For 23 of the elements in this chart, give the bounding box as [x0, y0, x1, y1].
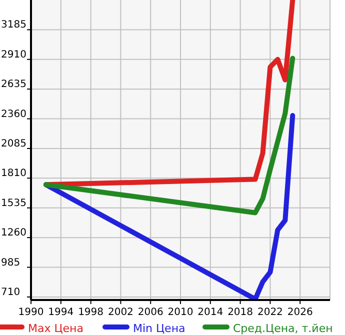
legend-label: Max Цена: [28, 322, 84, 335]
legend-label: Min Цена: [133, 322, 186, 335]
legend-label: Сред.Цена, т.йен: [233, 322, 333, 335]
y-tick-label: 2085: [1, 138, 26, 150]
x-tick-label: 1998: [78, 307, 104, 318]
x-tick-label: 2014: [198, 307, 224, 318]
x-tick-label: 2006: [138, 307, 164, 318]
y-tick-label: 1810: [1, 168, 26, 180]
y-tick-label: 2635: [1, 79, 26, 90]
x-tick-label: 2002: [108, 307, 134, 318]
y-tick-label: 1535: [1, 198, 26, 209]
y-tick-label: 3185: [1, 20, 26, 31]
x-tick-label: 2010: [168, 307, 194, 318]
y-tick-label: 2360: [1, 108, 26, 120]
x-tick-label: 1990: [18, 307, 44, 318]
y-tick-label: 1260: [1, 228, 26, 239]
x-tick-label: 2022: [257, 307, 283, 318]
y-tick-label: 985: [1, 257, 20, 268]
x-tick-label: 1994: [48, 307, 74, 318]
x-tick-label: 2018: [228, 307, 254, 318]
y-tick-label: 2910: [1, 49, 26, 60]
y-tick-label: 710: [1, 286, 20, 298]
x-tick-label: 2026: [287, 307, 313, 318]
